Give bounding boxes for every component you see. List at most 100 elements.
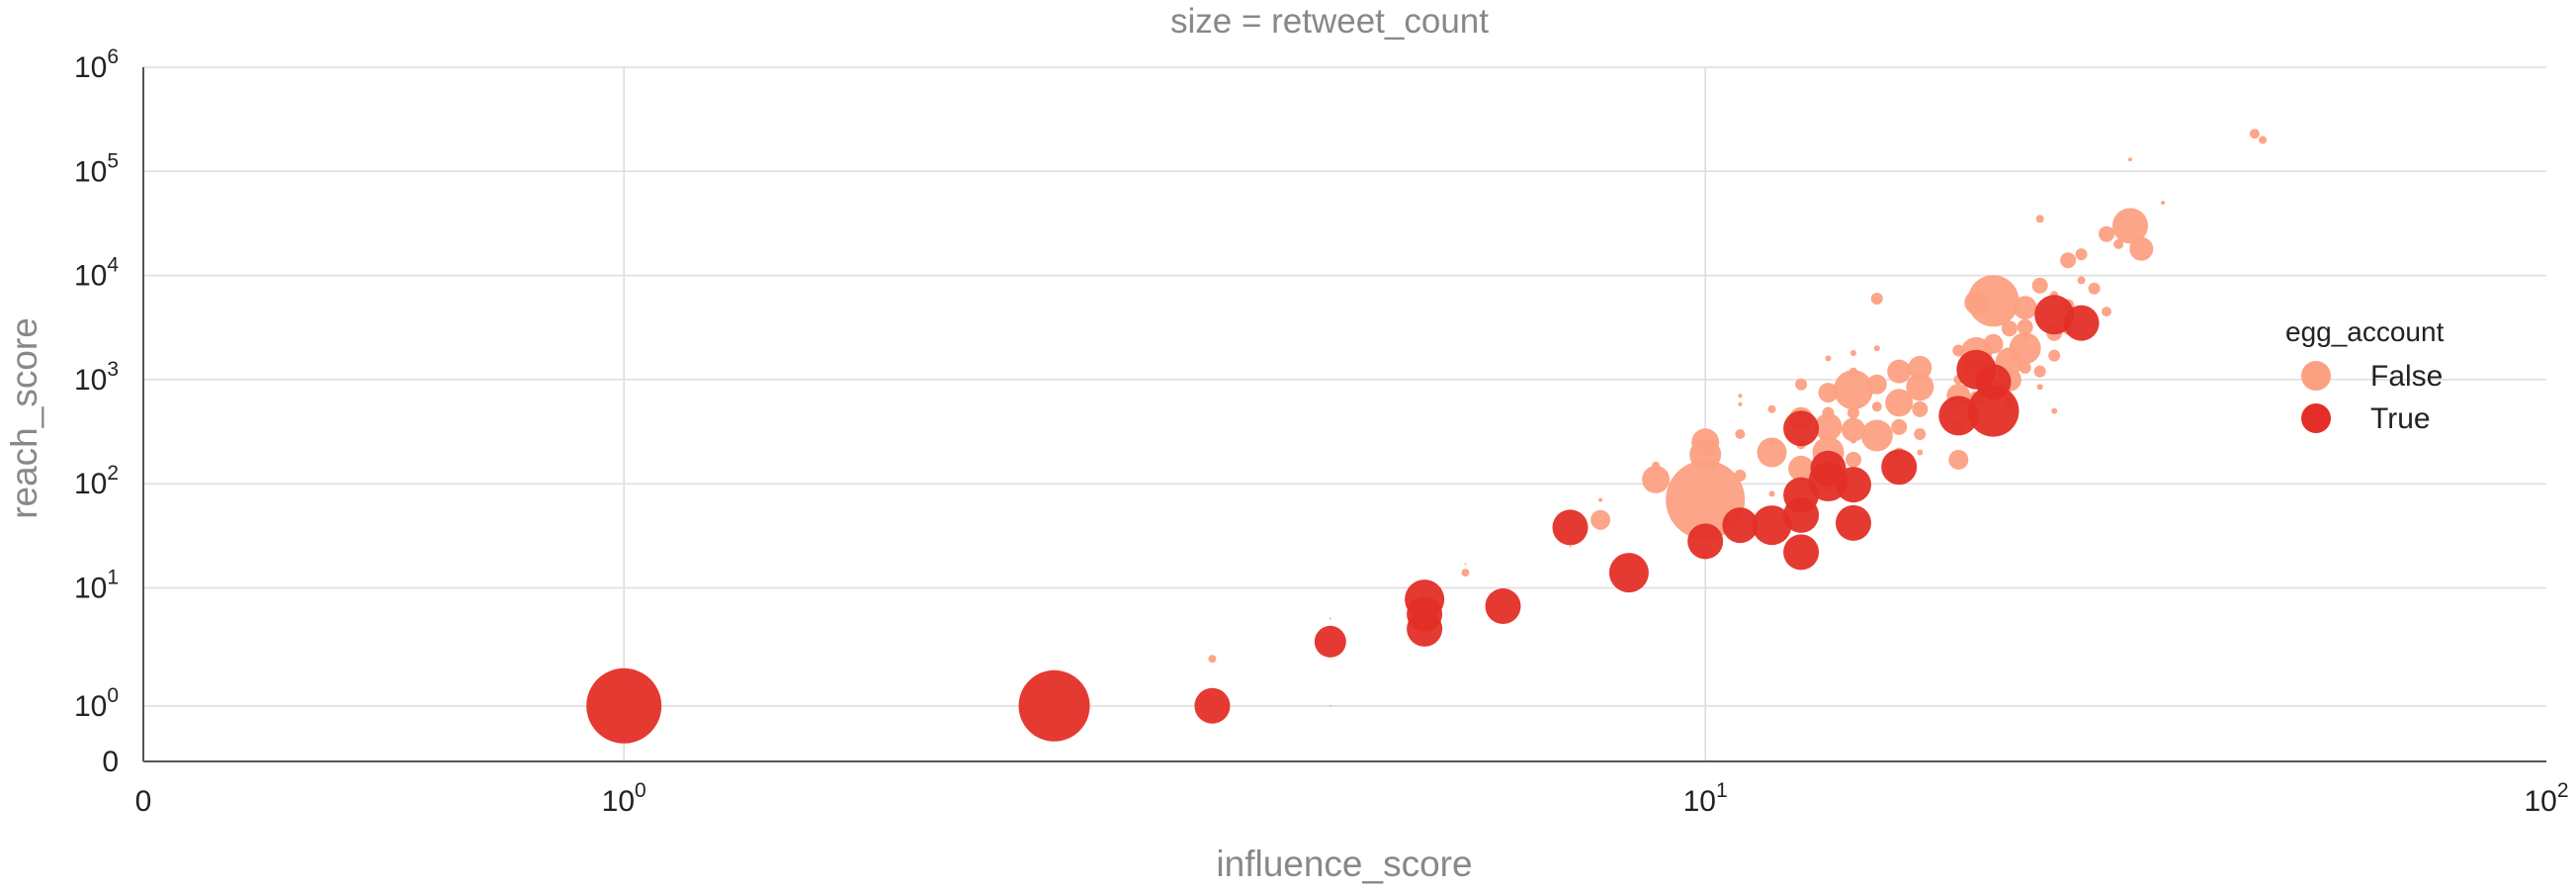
legend-label: False <box>2370 360 2443 393</box>
data-point <box>1598 497 1603 502</box>
data-point <box>1948 449 1969 470</box>
data-point <box>1768 490 1775 497</box>
data-point <box>1906 373 1934 401</box>
x-tick-label: 101 <box>1683 779 1728 818</box>
data-point <box>1870 293 1883 305</box>
data-point <box>1461 569 1470 578</box>
data-point <box>1767 404 1776 413</box>
data-point <box>1485 588 1521 624</box>
data-point <box>1687 523 1724 560</box>
data-point <box>2063 305 2100 341</box>
data-point <box>1757 437 1787 468</box>
data-point <box>1783 496 1820 533</box>
legend-marker-true <box>2301 403 2331 433</box>
series-false <box>1208 129 2268 707</box>
data-point <box>1652 461 1661 470</box>
data-point <box>1795 378 1808 391</box>
data-point <box>2112 208 2148 244</box>
y-tick-label: 102 <box>74 462 119 500</box>
y-axis-label: reach_score <box>4 317 44 519</box>
data-point <box>1885 389 1914 417</box>
data-point <box>586 667 662 744</box>
data-point <box>1194 687 1231 724</box>
data-point <box>1849 367 1857 376</box>
data-point <box>2259 135 2268 144</box>
data-point <box>2017 318 2033 335</box>
legend: egg_account False True <box>2285 316 2445 435</box>
data-point <box>2129 236 2154 261</box>
data-point <box>1825 355 1832 362</box>
data-point <box>1464 563 1467 566</box>
data-point <box>1836 504 1871 541</box>
chart-title: size = retweet_count <box>1170 2 1489 41</box>
data-point <box>1208 655 1217 664</box>
data-point <box>1850 350 1856 356</box>
data-point <box>1608 553 1649 593</box>
data-point <box>1912 400 1929 417</box>
data-point <box>1329 704 1331 707</box>
legend-marker-false <box>2301 361 2331 391</box>
data-point <box>1752 505 1792 546</box>
data-point <box>2048 349 2061 362</box>
data-point <box>1783 534 1820 571</box>
data-point <box>1552 509 1589 546</box>
legend-label: True <box>2370 402 2431 435</box>
y-tick-label: 0 <box>102 746 119 778</box>
data-point <box>1691 428 1720 457</box>
y-tick-label: 106 <box>74 45 119 84</box>
data-point <box>1642 465 1671 493</box>
data-point <box>1873 345 1880 352</box>
data-point <box>1871 401 1882 412</box>
data-point <box>1836 467 1871 503</box>
x-axis-label: influence_score <box>1216 844 1472 884</box>
data-point <box>2035 215 2044 223</box>
data-point <box>1842 417 1865 442</box>
y-tick-label: 103 <box>74 358 119 397</box>
data-point <box>1569 545 1572 548</box>
data-point <box>1914 428 1927 440</box>
data-point <box>1738 401 1743 406</box>
y-tick-label: 101 <box>74 567 119 605</box>
data-point <box>2161 201 2166 205</box>
data-point <box>1788 455 1815 482</box>
data-point <box>2009 332 2041 365</box>
data-point <box>2036 384 2043 391</box>
data-point <box>1814 412 1843 441</box>
data-point <box>1834 370 1873 410</box>
data-point <box>2001 320 2018 337</box>
legend-title: egg_account <box>2285 316 2445 347</box>
data-point <box>1822 406 1835 419</box>
y-tick-label: 100 <box>74 684 119 723</box>
data-point <box>1847 406 1859 419</box>
data-point <box>2128 157 2132 162</box>
data-point <box>1590 509 1611 530</box>
y-tick-labels: 0 100 101 102 103 104 105 106 <box>74 45 119 778</box>
data-point <box>1783 410 1820 447</box>
data-point <box>1018 669 1090 742</box>
data-point <box>2099 225 2115 242</box>
data-point <box>1738 394 1743 399</box>
data-point <box>2020 332 2029 341</box>
data-point <box>1983 333 2004 354</box>
data-point <box>1329 617 1331 620</box>
data-point <box>1846 451 1861 468</box>
data-point <box>1860 419 1893 452</box>
x-tick-label: 100 <box>602 779 646 818</box>
data-point <box>2051 407 2058 414</box>
data-point <box>1407 610 1443 647</box>
data-point <box>1735 429 1746 439</box>
x-tick-labels: 0 100 101 102 <box>135 779 2569 818</box>
data-point <box>2249 129 2260 139</box>
grid-lines <box>143 66 2546 761</box>
data-point <box>2018 361 2031 374</box>
data-point <box>2075 248 2088 261</box>
data-point <box>1818 383 1839 403</box>
y-tick-label: 105 <box>74 149 119 188</box>
data-point <box>1967 275 2019 327</box>
data-point <box>1768 439 1775 446</box>
data-point <box>1887 359 1912 384</box>
data-point <box>1314 625 1346 658</box>
series-true <box>586 295 2100 744</box>
data-point <box>1734 469 1747 482</box>
